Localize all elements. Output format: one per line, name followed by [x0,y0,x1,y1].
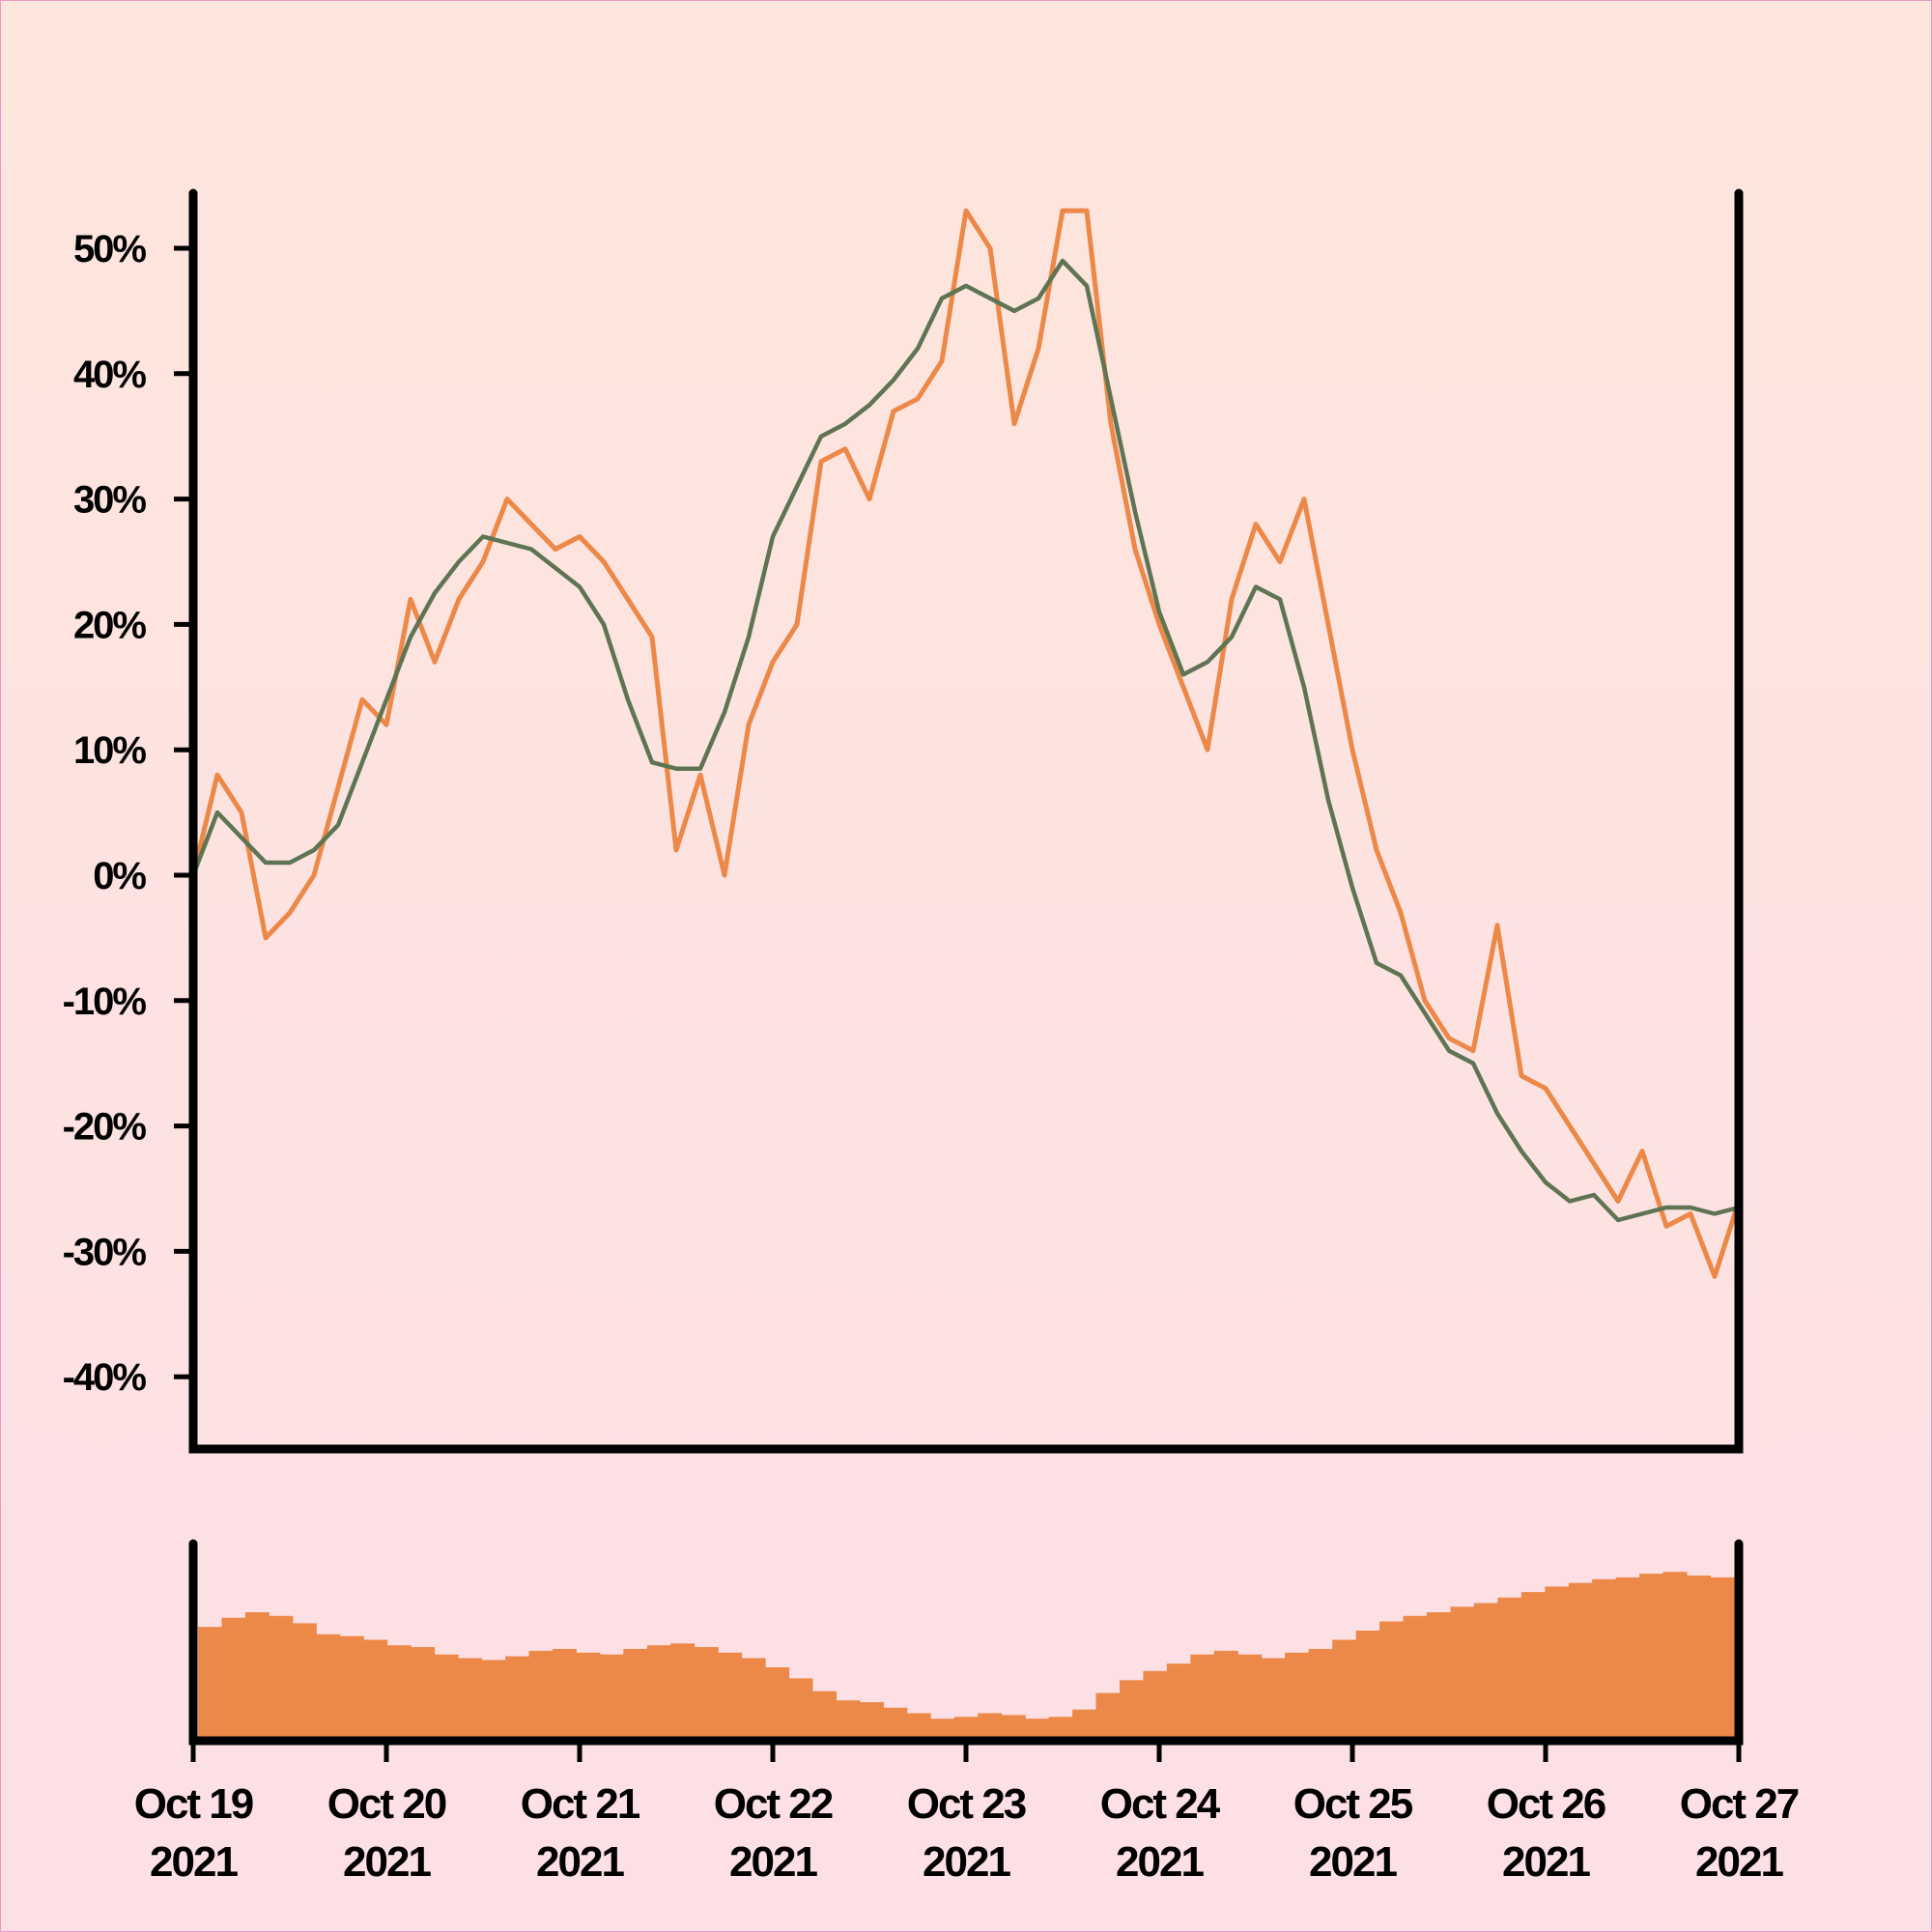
y-tick-label: 20% [73,604,146,646]
volume-bar [1072,1709,1097,1741]
y-tick-label: 40% [73,354,146,396]
volume-bar [1237,1654,1263,1741]
x-tick-label: Oct 23 [907,1780,1026,1828]
volume-bar [576,1652,601,1741]
volume-bar [978,1713,1003,1741]
volume-bar [1545,1586,1570,1741]
volume-bar [1213,1650,1238,1741]
x-tick-label: Oct 25 [1293,1780,1413,1828]
y-tick-label: 30% [73,479,146,522]
volume-bar [458,1658,483,1741]
volume-bar [1025,1719,1050,1741]
volume-bar [1473,1603,1498,1741]
volume-bar [1285,1652,1310,1741]
x-tick-year-label: 2021 [1502,1838,1590,1886]
x-tick-year-label: 2021 [150,1838,238,1886]
volume-bar [1710,1577,1735,1741]
volume-bar [694,1647,719,1741]
volume-bar [1308,1649,1333,1741]
volume-bar [434,1654,459,1741]
volume-bar [1662,1572,1688,1741]
volume-bars [198,1572,1735,1741]
volume-bar [765,1667,790,1741]
y-tick-label: -40% [63,1356,147,1399]
x-tick-year-label: 2021 [923,1838,1010,1886]
y-tick-label: 50% [73,228,146,270]
volume-bar [718,1652,743,1741]
volume-bar [481,1660,506,1741]
volume-bar [670,1643,696,1741]
line-series [190,208,1742,1279]
volume-bar [363,1639,388,1741]
volume-bar [198,1627,222,1741]
volume-bar [221,1617,246,1741]
volume-bar [1120,1680,1144,1741]
volume-bar [741,1658,766,1741]
volume-bar [1332,1639,1357,1741]
volume-bar [788,1678,813,1741]
volume-bar [836,1700,861,1741]
x-tick-label: Oct 22 [714,1780,833,1828]
volume-bar [1143,1670,1168,1741]
volume-bar [930,1719,955,1741]
x-tick-label: Oct 20 [327,1780,446,1828]
volume-bar [244,1612,270,1741]
x-tick-year-label: 2021 [1116,1838,1204,1886]
volume-bar [1261,1658,1286,1741]
volume-bar [859,1702,884,1741]
volume-bar [812,1690,837,1741]
volume-bar [906,1713,931,1741]
x-axis-ticks: Oct 19 2021 Oct 20 2021 Oct 21 2021 Oct 22 2021… [134,1741,1801,1886]
volume-bar [552,1649,577,1741]
volume-bar [1403,1615,1428,1741]
x-tick-label: Oct 26 [1487,1780,1605,1828]
x-tick-year-label: 2021 [1309,1838,1397,1886]
y-axis-ticks: 50% 40% 30% 20% 10% 0% -10% -20% -30% -40% [63,228,193,1399]
volume-bar [386,1645,412,1741]
x-tick-label: Oct 19 [134,1780,253,1828]
volume-bar [1379,1621,1405,1741]
y-tick-label: 10% [73,729,146,772]
volume-bar [1190,1654,1215,1741]
volume-bar [1687,1576,1712,1741]
x-tick-label: Oct 24 [1100,1780,1221,1828]
volume-bar [623,1649,648,1741]
axes [188,188,1744,1746]
moving-average-line [190,258,1742,1223]
volume-bar [411,1647,436,1741]
x-tick-year-label: 2021 [343,1838,431,1886]
volume-bar [1497,1597,1522,1741]
x-tick-label: Oct 27 [1680,1780,1799,1828]
volume-bar [339,1635,364,1741]
volume-bar [1450,1606,1475,1741]
y-tick-label: -30% [63,1231,147,1273]
volume-bar [1520,1592,1546,1741]
main-plot-frame [188,188,1744,1454]
x-tick-year-label: 2021 [536,1838,624,1886]
volume-bar [316,1634,341,1741]
y-tick-label: -20% [63,1106,147,1149]
volume-bar [1095,1692,1121,1741]
volume-bar [505,1656,529,1741]
volume-bar [1615,1577,1640,1741]
volume-bar [1166,1663,1191,1741]
volume-bar [1592,1578,1617,1741]
y-tick-label: 0% [93,855,146,897]
price-line [190,208,1742,1279]
volume-bar [883,1707,908,1741]
volume-bar [269,1615,294,1741]
x-tick-year-label: 2021 [1695,1838,1783,1886]
volume-bar [528,1650,554,1741]
x-tick-year-label: 2021 [729,1838,817,1886]
volume-bar [599,1654,624,1741]
volume-bar [1639,1574,1664,1741]
volume-bar [646,1645,671,1741]
y-tick-label: -10% [63,980,147,1023]
volume-bar [1568,1582,1593,1741]
x-tick-label: Oct 21 [521,1780,640,1828]
volume-bar [1427,1612,1451,1741]
volume-bar [292,1623,317,1741]
volume-bar [1355,1631,1380,1741]
